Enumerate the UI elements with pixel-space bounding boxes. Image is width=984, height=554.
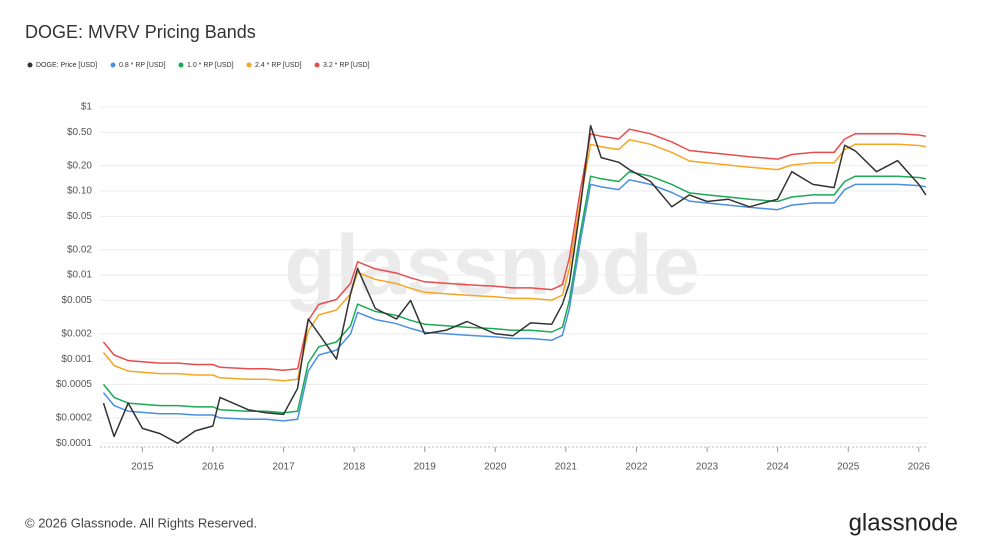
x-tick-label: 2020	[484, 462, 507, 473]
logo: glassnode	[849, 509, 958, 536]
y-tick-label: $0.0005	[56, 379, 93, 390]
legend-label: 3.2 * RP [USD]	[323, 62, 370, 69]
y-tick-label: $0.05	[67, 211, 92, 222]
y-tick-label: $0.10	[67, 186, 92, 197]
y-tick-label: $0.50	[67, 127, 92, 138]
x-tick-label: 2026	[908, 462, 931, 473]
legend-marker	[110, 62, 116, 68]
y-tick-label: $0.002	[61, 328, 92, 339]
legend-marker	[314, 62, 320, 68]
chart-title: DOGE: MVRV Pricing Bands	[25, 22, 256, 42]
legend-label: DOGE: Price [USD]	[36, 62, 97, 69]
series-line	[102, 128, 927, 372]
x-tick-label: 2018	[343, 462, 366, 473]
x-tick-label: 2024	[767, 462, 790, 473]
legend-label: 0.8 * RP [USD]	[119, 62, 166, 69]
x-tick-label: 2017	[272, 462, 295, 473]
x-tick-label: 2022	[625, 462, 648, 473]
legend-label: 2.4 * RP [USD]	[255, 62, 302, 69]
x-tick-label: 2019	[414, 462, 437, 473]
y-tick-label: $0.01	[67, 270, 92, 281]
footer: © 2026 Glassnode. All Rights Reserved.	[25, 515, 257, 530]
y-tick-label: $0.20	[67, 160, 92, 171]
y-tick-label: $1	[81, 102, 93, 113]
y-tick-label: $0.001	[61, 354, 92, 365]
legend-marker	[246, 62, 252, 68]
x-tick-label: 2015	[131, 462, 154, 473]
series-line	[102, 138, 927, 382]
y-tick-label: $0.02	[67, 244, 92, 255]
y-tick-label: $0.005	[61, 295, 92, 306]
legend-label: 1.0 * RP [USD]	[187, 62, 234, 69]
x-tick-label: 2025	[837, 462, 860, 473]
y-tick-label: $0.0001	[56, 438, 93, 449]
y-tick-label: $0.0002	[56, 412, 93, 423]
legend-marker	[27, 62, 33, 68]
x-tick-label: 2023	[696, 462, 719, 473]
legend-marker	[178, 62, 184, 68]
series-line	[102, 170, 927, 414]
series-line	[102, 179, 927, 422]
series-line	[102, 124, 927, 444]
x-tick-label: 2016	[202, 462, 225, 473]
x-tick-label: 2021	[555, 462, 578, 473]
